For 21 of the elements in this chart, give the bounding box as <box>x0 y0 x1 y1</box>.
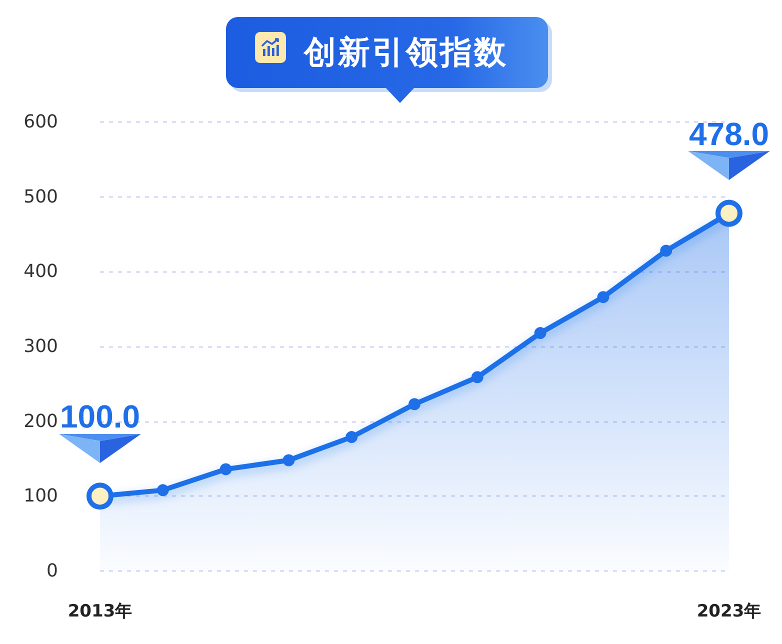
point <box>156 484 169 496</box>
y-tick-label: 0 <box>46 560 58 582</box>
point <box>534 327 546 340</box>
y-tick-label: 600 <box>24 112 58 132</box>
x-tick-label: 2013年 <box>68 602 132 622</box>
y-tick-label: 100 <box>24 486 58 507</box>
y-tick-label: 400 <box>24 261 58 282</box>
chart-title: 创新引领指数 <box>304 32 508 73</box>
y-tick-label: 200 <box>24 410 58 432</box>
point <box>220 463 232 476</box>
y-tick-label: 300 <box>24 336 58 357</box>
point <box>597 291 610 304</box>
point <box>471 371 484 384</box>
data-label: 478.0 <box>688 116 770 152</box>
point <box>408 398 420 410</box>
point <box>660 244 672 257</box>
y-tick-label: 500 <box>24 186 58 208</box>
x-tick-label: 2023年 <box>696 602 762 622</box>
point <box>346 431 358 444</box>
point <box>282 454 295 466</box>
data-label: 100.0 <box>60 398 140 435</box>
